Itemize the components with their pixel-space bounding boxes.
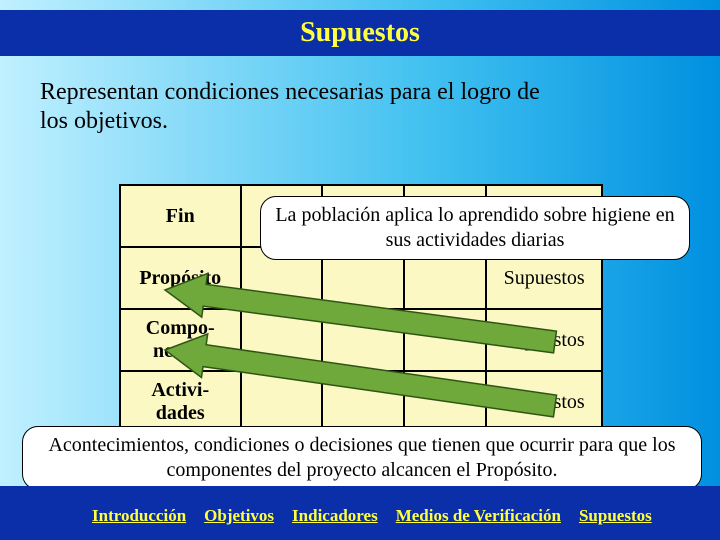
row-label-fin: Fin: [120, 185, 241, 247]
cell: [241, 309, 323, 371]
title-band: Supuestos: [0, 10, 720, 56]
cell: [322, 309, 404, 371]
row-label-componentes: Compo- nentes: [120, 309, 241, 371]
nav-indicadores[interactable]: Indicadores: [292, 506, 378, 526]
nav-objetivos[interactable]: Objetivos: [204, 506, 274, 526]
nav-introduccion[interactable]: Introducción: [92, 506, 186, 526]
nav-supuestos[interactable]: Supuestos: [579, 506, 652, 526]
row-label-actividades: Activi- dades: [120, 371, 241, 433]
nav-medios[interactable]: Medios de Verificación: [396, 506, 561, 526]
table-row: Compo- nentes Supuestos: [120, 309, 602, 371]
footer-nav: Introducción Objetivos Indicadores Medio…: [92, 506, 700, 526]
cell: [404, 309, 486, 371]
cell: [404, 371, 486, 433]
intro-text: Representan condiciones necesarias para …: [40, 78, 560, 136]
callout-top: La población aplica lo aprendido sobre h…: [260, 196, 690, 260]
cell-sup: Supuestos: [486, 371, 602, 433]
table-row: Activi- dades Supuestos: [120, 371, 602, 433]
row-label-proposito: Propósito: [120, 247, 241, 309]
cell-sup: Supuestos: [486, 309, 602, 371]
cell: [322, 371, 404, 433]
page-title: Supuestos: [300, 17, 420, 49]
callout-bottom: Acontecimientos, condiciones o decisione…: [22, 426, 702, 490]
cell: [241, 371, 323, 433]
